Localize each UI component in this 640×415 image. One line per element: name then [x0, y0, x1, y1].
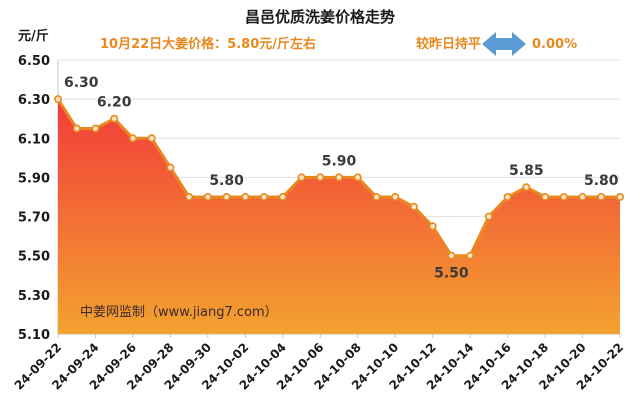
y-tick-label: 5.70: [18, 211, 50, 226]
data-label: 5.90: [322, 153, 357, 169]
data-point: [222, 193, 231, 202]
change-label: 较昨日持平: [416, 36, 481, 52]
y-tick-label: 5.30: [18, 289, 50, 304]
data-point: [541, 193, 550, 202]
data-point: [597, 193, 606, 202]
y-tick-label: 6.30: [18, 93, 50, 108]
data-point: [53, 95, 62, 104]
data-point: [559, 193, 568, 202]
data-point: [522, 183, 531, 192]
data-point: [466, 251, 475, 260]
watermark: 中姜网监制（www.jiang7.com）: [80, 305, 278, 320]
area-fill: [58, 99, 620, 335]
data-label: 5.50: [434, 266, 469, 282]
data-label: 5.85: [509, 163, 544, 179]
data-point: [128, 134, 137, 143]
data-label: 5.80: [584, 173, 619, 189]
data-point: [72, 124, 81, 133]
y-tick-label: 6.10: [18, 132, 50, 147]
data-point: [409, 202, 418, 211]
y-tick-label: 5.90: [18, 171, 50, 186]
data-point: [391, 193, 400, 202]
data-point: [372, 193, 381, 202]
x-axis: 24-09-2224-09-2424-09-2624-09-2824-09-30…: [12, 334, 626, 393]
markers: [53, 95, 624, 260]
data-point: [91, 124, 100, 133]
data-point: [147, 134, 156, 143]
data-point: [503, 193, 512, 202]
data-point: [447, 251, 456, 260]
data-point: [297, 173, 306, 182]
data-point: [278, 193, 287, 202]
data-label: 6.20: [97, 95, 132, 111]
data-point: [353, 173, 362, 182]
data-point: [316, 173, 325, 182]
data-point: [166, 163, 175, 172]
data-point: [484, 212, 493, 221]
data-point: [203, 193, 212, 202]
data-point: [578, 193, 587, 202]
data-point: [241, 193, 250, 202]
y-tick-label: 5.10: [18, 328, 50, 343]
data-label: 5.80: [209, 173, 244, 189]
data-label: 6.30: [64, 75, 99, 91]
y-axis: 6.50 6.30 6.10 5.90 5.70 5.50 5.30 5.10: [18, 54, 50, 343]
data-labels: 6.30 6.20 5.80 5.90 5.50 5.85 5.80: [64, 75, 619, 282]
chart-title: 昌邑优质洗姜价格走势: [245, 8, 395, 26]
double-arrow-icon: [482, 32, 526, 56]
data-point: [110, 114, 119, 123]
y-tick-label: 5.50: [18, 250, 50, 265]
data-point: [615, 193, 624, 202]
area-path: [58, 99, 620, 335]
data-point: [260, 193, 269, 202]
price-subtitle: 10月22日大姜价格：5.80元/斤左右: [100, 36, 316, 52]
data-point: [185, 193, 194, 202]
data-point: [334, 173, 343, 182]
y-axis-unit: 元/斤: [18, 28, 49, 44]
data-point: [428, 222, 437, 231]
y-tick-label: 6.50: [18, 54, 50, 69]
change-value: 0.00%: [532, 37, 577, 52]
